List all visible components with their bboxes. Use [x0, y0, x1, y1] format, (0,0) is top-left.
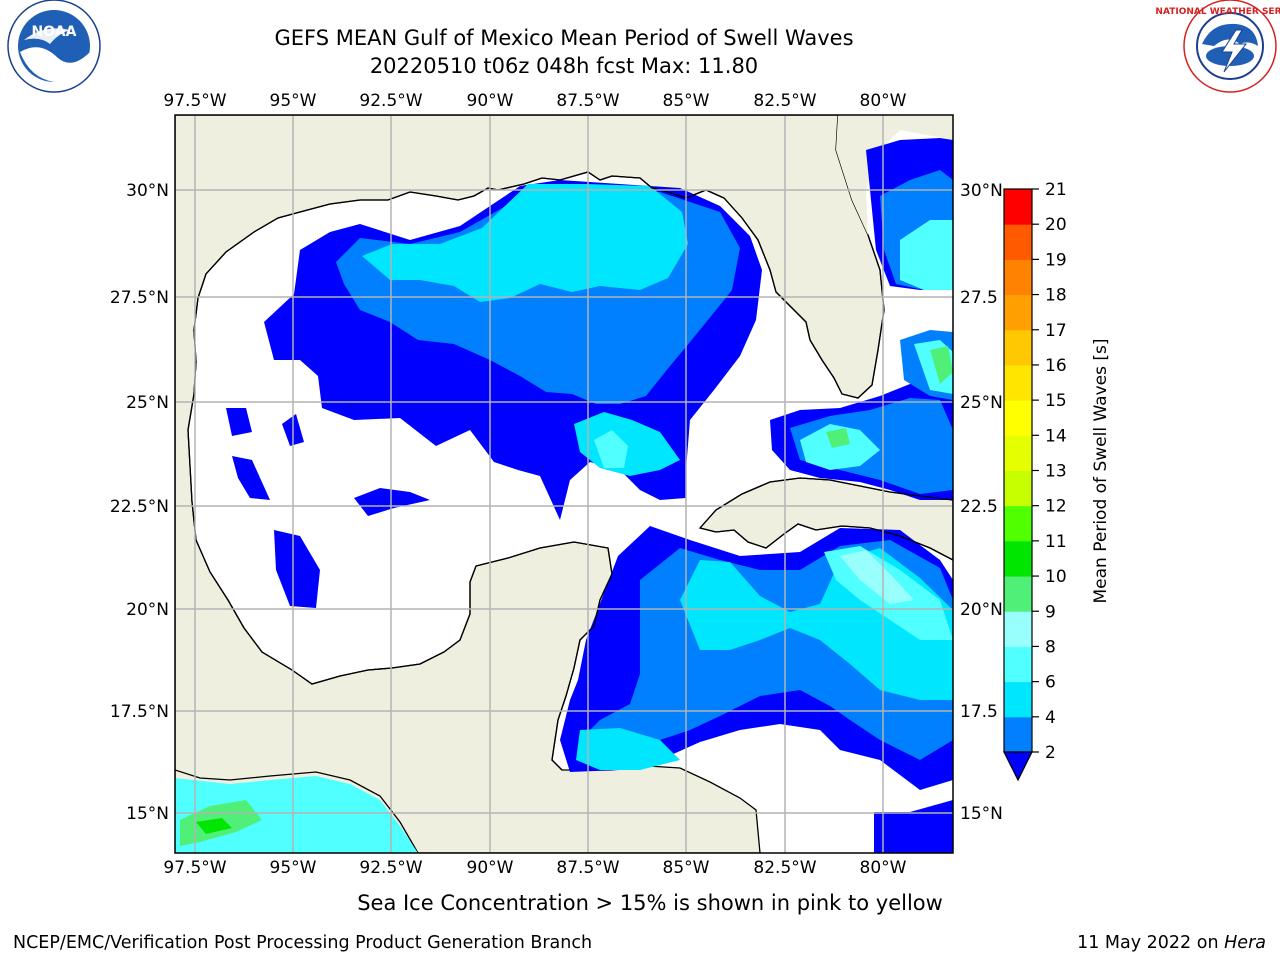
lat-label-right: 30°N: [960, 181, 1003, 201]
lon-labels-bottom: 97.5°W 95°W 92.5°W 90°W 87.5°W 85°W 82.5…: [163, 858, 906, 878]
lon-label-top: 97.5°W: [163, 91, 226, 111]
colorbar-segment: [1004, 329, 1032, 366]
colorbar-segment: [1004, 435, 1032, 471]
lon-label-bottom: 82.5°W: [753, 858, 816, 878]
noaa-logo: NOAA: [7, 0, 101, 93]
lon-label-top: 92.5°W: [359, 91, 422, 111]
colorbar-segment: [1004, 259, 1032, 296]
colorbar-label: Mean Period of Swell Waves [s]: [1091, 339, 1111, 604]
colorbar-tick-label: 10: [1045, 567, 1067, 587]
nws-logo: NATIONAL WEATHER SERVICE: [1155, 0, 1280, 93]
lat-labels-left: 30°N 27.5°N 25°N 22.5°N 20°N 17.5°N 15°N: [110, 181, 169, 824]
colorbar-tick-label: 6: [1045, 673, 1056, 693]
lon-label-bottom: 95°W: [270, 858, 317, 878]
lon-label-top: 87.5°W: [556, 91, 619, 111]
swell-shading: [175, 138, 953, 853]
colorbar-segment: [1004, 611, 1032, 647]
lat-label-right: 27.5: [960, 288, 998, 308]
colorbar-segment: [1004, 540, 1032, 577]
lat-label-right: 22.5: [960, 497, 998, 517]
footer-date-text: 11 May 2022 on: [1077, 933, 1219, 953]
lon-labels-top: 97.5°W 95°W 92.5°W 90°W 87.5°W 85°W 82.5…: [163, 91, 906, 111]
colorbar-tick-label: 13: [1045, 462, 1067, 482]
land-florida: [836, 115, 953, 235]
gridlines: [175, 115, 953, 853]
lon-label-bottom: 87.5°W: [556, 858, 619, 878]
colorbar-tick-label: 18: [1045, 286, 1067, 306]
colorbar-segment: [1004, 505, 1032, 542]
colorbar-segment: [1004, 646, 1032, 683]
lon-label-bottom: 85°W: [663, 858, 710, 878]
lat-label-left: 17.5°N: [110, 702, 169, 722]
colorbar-tick-label: 4: [1045, 708, 1056, 728]
lon-label-top: 80°W: [860, 91, 907, 111]
lat-label-left: 27.5°N: [110, 288, 169, 308]
lat-label-left: 22.5°N: [110, 497, 169, 517]
chart-subtitle-run-info: 20220510 t06z 048h fcst Max: 11.80: [369, 54, 759, 78]
colorbar-tick-label: 2: [1045, 743, 1056, 763]
colorbar-tick-label: 20: [1045, 215, 1067, 235]
lat-label-right: 25°N: [960, 393, 1003, 413]
colorbar-tick-label: 12: [1045, 497, 1067, 517]
colorbar-tick-label: 8: [1045, 637, 1056, 657]
colorbar-tick-label: 21: [1045, 180, 1067, 200]
colorbar-tick-label: 11: [1045, 532, 1067, 552]
lat-label-left: 30°N: [126, 181, 169, 201]
lon-label-top: 85°W: [663, 91, 710, 111]
colorbar-segment: [1004, 189, 1032, 225]
lon-label-top: 95°W: [270, 91, 317, 111]
colorbar-tick-label: 9: [1045, 602, 1056, 622]
chart-title: GEFS MEAN Gulf of Mexico Mean Period of …: [274, 26, 854, 50]
lon-label-bottom: 80°W: [860, 858, 907, 878]
colorbar-tick-label: 15: [1045, 391, 1067, 411]
colorbar-under-extension: [1003, 751, 1033, 782]
colorbar-segment: [1004, 681, 1032, 718]
map-area: [175, 115, 953, 853]
lat-label-right: 15°N: [960, 804, 1003, 824]
footer-credit: NCEP/EMC/Verification Post Processing Pr…: [13, 933, 593, 953]
lat-label-left: 25°N: [126, 393, 169, 413]
noaa-logo-text: NOAA: [32, 24, 77, 40]
colorbar-segment: [1004, 470, 1032, 507]
lon-label-bottom: 92.5°W: [359, 858, 422, 878]
lat-label-right: 17.5: [960, 702, 998, 722]
colorbar: 2 4 6 8 9 10 11 12 13 14 15 16 17 18 19 20 21: [1003, 180, 1067, 782]
colorbar-segment: [1004, 400, 1032, 436]
colorbar-tick-label: 14: [1045, 426, 1067, 446]
colorbar-segment: [1004, 576, 1032, 612]
lon-label-top: 90°W: [467, 91, 514, 111]
lat-labels-right: 30°N 27.5 25°N 22.5 20°N 17.5 15°N: [960, 181, 1003, 824]
colorbar-tick-label: 16: [1045, 356, 1067, 376]
colorbar-segment: [1004, 364, 1032, 401]
coastlines: [187, 171, 953, 771]
colorbar-segment: [1004, 224, 1032, 260]
lat-label-right: 20°N: [960, 600, 1003, 620]
lon-label-bottom: 90°W: [467, 858, 514, 878]
lat-label-left: 20°N: [126, 600, 169, 620]
colorbar-segment: [1004, 716, 1032, 753]
nws-logo-text: NATIONAL WEATHER SERVICE: [1155, 7, 1280, 17]
lon-label-bottom: 97.5°W: [163, 858, 226, 878]
colorbar-tick-label: 17: [1045, 321, 1067, 341]
sea-ice-note: Sea Ice Concentration > 15% is shown in …: [357, 891, 943, 915]
colorbar-tick-label: 19: [1045, 250, 1067, 270]
map-frame: [174, 114, 954, 854]
lat-label-left: 15°N: [126, 804, 169, 824]
lon-label-top: 82.5°W: [753, 91, 816, 111]
colorbar-segment: [1004, 294, 1032, 331]
footer-date: 11 May 2022 on Hera: [1077, 933, 1266, 953]
footer-host: Hera: [1224, 933, 1266, 953]
